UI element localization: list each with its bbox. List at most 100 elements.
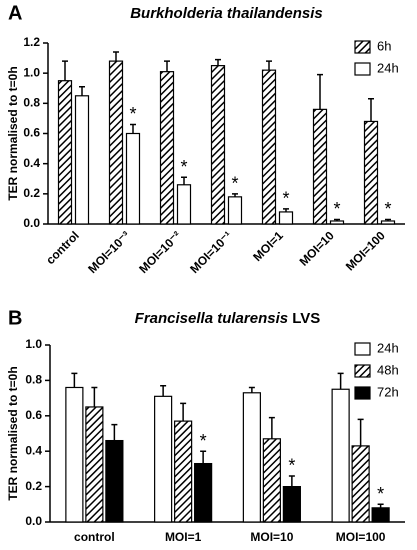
x-tick-label: MOI=100 bbox=[336, 530, 386, 544]
bar bbox=[159, 71, 175, 225]
bar bbox=[176, 184, 192, 225]
bar bbox=[331, 388, 350, 523]
y-axis-label: TER normalised to t=0h bbox=[6, 366, 20, 500]
y-tick-label: 0.0 bbox=[23, 216, 40, 230]
error-bar bbox=[385, 218, 391, 221]
significance-marker: * bbox=[377, 484, 384, 504]
x-tick-label: MOI=10 bbox=[250, 530, 293, 544]
x-tick-label: MOI=10⁻³ bbox=[85, 228, 133, 276]
error-bar bbox=[248, 386, 255, 393]
bar bbox=[380, 220, 396, 225]
bar bbox=[227, 196, 243, 225]
error-bar bbox=[200, 450, 207, 464]
x-tick-label: MOI=10⁻¹ bbox=[187, 228, 235, 276]
title-part: Burkholderia thailandensis bbox=[130, 5, 323, 22]
y-tick-label: 1.0 bbox=[23, 65, 40, 79]
error-bar bbox=[337, 372, 344, 390]
significance-marker: * bbox=[288, 456, 295, 476]
x-tick-label: MOI=100 bbox=[343, 228, 388, 273]
legend-label: 72h bbox=[377, 384, 399, 399]
x-tick-label: control bbox=[74, 530, 115, 544]
bar bbox=[261, 69, 277, 225]
bar bbox=[210, 65, 226, 225]
error-bar bbox=[268, 416, 275, 439]
x-tick-label: MOI=10⁻² bbox=[136, 228, 184, 276]
significance-marker: * bbox=[384, 199, 391, 219]
bar bbox=[351, 445, 370, 523]
bar bbox=[108, 60, 124, 225]
error-bar bbox=[317, 73, 323, 110]
legend-swatch bbox=[354, 62, 371, 76]
bar bbox=[65, 386, 84, 523]
bar bbox=[194, 462, 213, 523]
bar bbox=[242, 392, 261, 523]
panel-label: A bbox=[8, 2, 22, 24]
error-bar bbox=[357, 418, 364, 446]
y-tick-label: 1.0 bbox=[25, 337, 42, 351]
legend-label: 24h bbox=[377, 340, 399, 355]
error-bar bbox=[91, 386, 98, 407]
y-tick-label: 0.6 bbox=[25, 408, 42, 422]
significance-marker: * bbox=[333, 199, 340, 219]
error-bar bbox=[266, 60, 272, 71]
x-tick-label: MOI=10 bbox=[297, 228, 338, 269]
bar bbox=[105, 439, 124, 523]
error-bar bbox=[130, 123, 136, 134]
x-tick-label: MOI=1 bbox=[250, 228, 286, 264]
y-tick-label: 0.2 bbox=[23, 186, 40, 200]
error-bar bbox=[160, 384, 167, 397]
legend-swatch bbox=[354, 386, 371, 400]
y-tick-label: 0.4 bbox=[25, 443, 42, 457]
error-bar bbox=[180, 402, 187, 422]
significance-marker: * bbox=[282, 189, 289, 209]
error-bar bbox=[377, 503, 384, 508]
y-tick-label: 0.8 bbox=[23, 96, 40, 110]
error-bar bbox=[181, 176, 187, 185]
error-bar bbox=[232, 193, 238, 197]
bar bbox=[74, 95, 90, 225]
error-bar bbox=[334, 218, 340, 221]
error-bar bbox=[215, 58, 221, 66]
error-bar bbox=[79, 85, 85, 96]
legend-label: 6h bbox=[377, 38, 391, 53]
bar bbox=[329, 220, 345, 225]
legend-label: 24h bbox=[377, 60, 399, 75]
y-tick-label: 0.0 bbox=[25, 514, 42, 528]
significance-marker: * bbox=[231, 174, 238, 194]
error-bar bbox=[283, 208, 289, 212]
error-bar bbox=[62, 60, 68, 81]
bar bbox=[174, 420, 193, 523]
significance-marker: * bbox=[129, 104, 136, 124]
error-bar bbox=[368, 98, 374, 122]
legend-swatch bbox=[354, 342, 371, 356]
y-tick-label: 0.4 bbox=[23, 156, 40, 170]
error-bar bbox=[71, 372, 78, 388]
x-tick-label: MOI=1 bbox=[165, 530, 202, 544]
bar bbox=[282, 486, 301, 523]
bar bbox=[371, 507, 390, 523]
legend-swatch bbox=[354, 40, 371, 54]
bar bbox=[85, 406, 104, 523]
y-tick-label: 0.6 bbox=[23, 126, 40, 140]
bar bbox=[57, 80, 73, 225]
bar bbox=[278, 211, 294, 225]
error-bar bbox=[113, 51, 119, 62]
panel-label: B bbox=[8, 307, 22, 329]
title-part: Francisella tularensis bbox=[135, 310, 288, 327]
legend-swatch bbox=[354, 364, 371, 378]
title-part: LVS bbox=[292, 310, 320, 327]
bar bbox=[125, 132, 141, 225]
legend-label: 48h bbox=[377, 362, 399, 377]
error-bar bbox=[164, 60, 170, 72]
x-tick-label: control bbox=[43, 228, 82, 267]
chart-title: Francisella tularensis LVS bbox=[135, 310, 321, 327]
error-bar bbox=[288, 475, 295, 487]
chart-title: Burkholderia thailandensis bbox=[130, 5, 323, 22]
error-bar bbox=[111, 423, 118, 441]
significance-marker: * bbox=[200, 431, 207, 451]
y-tick-label: 1.2 bbox=[23, 35, 40, 49]
y-tick-label: 0.8 bbox=[25, 373, 42, 387]
bar bbox=[154, 395, 173, 523]
bar bbox=[262, 438, 281, 523]
